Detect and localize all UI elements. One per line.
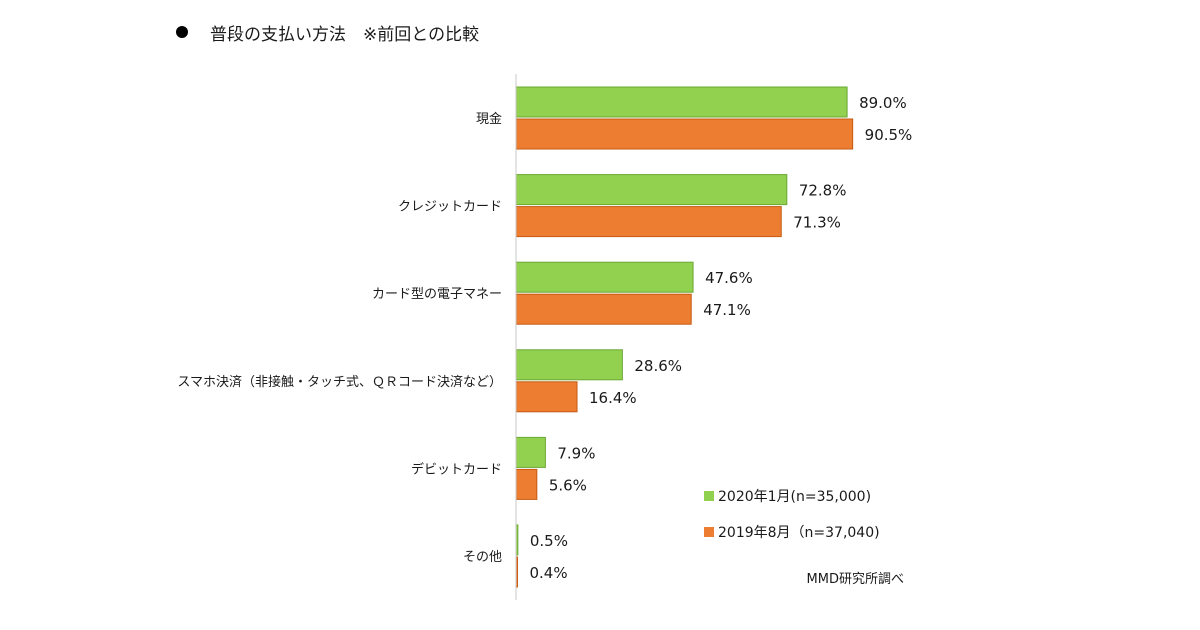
legend-swatch-2019 [704, 527, 714, 537]
data-label: 89.0% [859, 94, 907, 112]
legend: 2020年1月(n=35,000) 2019年8月（n=37,040) [704, 489, 880, 541]
bar-2019 [515, 293, 692, 325]
legend-swatch-2020 [704, 491, 714, 501]
data-label: 72.8% [799, 182, 847, 200]
chart-title: 普段の支払い方法 ※前回との比較 [176, 20, 480, 45]
category-label: スマホ決済（非接触・タッチ式、ＱＲコード決済など） [177, 374, 502, 390]
bar-2019 [515, 468, 538, 500]
labels-layer: 現金 89.0% 90.5% クレジットカード 72.8% 71.3% カード型の電子マネー… [177, 94, 912, 582]
chart-title-text: 普段の支払い方法 ※前回との比較 [210, 24, 480, 45]
data-label: 71.3% [793, 214, 841, 232]
data-label: 0.4% [529, 564, 567, 582]
bars-layer [515, 86, 854, 588]
bar-2019 [515, 118, 854, 150]
data-label: 47.1% [703, 301, 751, 319]
category-label: クレジットカード [398, 200, 502, 215]
bar-2019 [515, 206, 782, 238]
bar-2020 [515, 174, 788, 206]
bar-2020 [515, 436, 546, 468]
bar-2019 [515, 381, 578, 413]
bar-2020 [515, 349, 623, 381]
title-bullet-icon [176, 26, 188, 38]
data-label: 28.6% [634, 357, 682, 375]
legend-entry: 2019年8月（n=37,040) [718, 525, 880, 541]
category-label: 現金 [476, 111, 502, 127]
data-label: 0.5% [530, 532, 568, 550]
data-label: 90.5% [865, 126, 913, 144]
category-label: カード型の電子マネー [372, 287, 502, 302]
bar-2020 [515, 261, 694, 293]
data-label: 5.6% [549, 476, 587, 494]
source-note: MMD研究所調べ [807, 572, 904, 587]
data-label: 16.4% [589, 389, 637, 407]
category-label: デビットカード [411, 461, 502, 477]
legend-entry: 2020年1月(n=35,000) [718, 489, 871, 505]
data-label: 7.9% [557, 444, 595, 462]
data-label: 47.6% [705, 269, 753, 287]
bar-2020 [515, 86, 848, 118]
category-label: その他 [463, 550, 502, 565]
